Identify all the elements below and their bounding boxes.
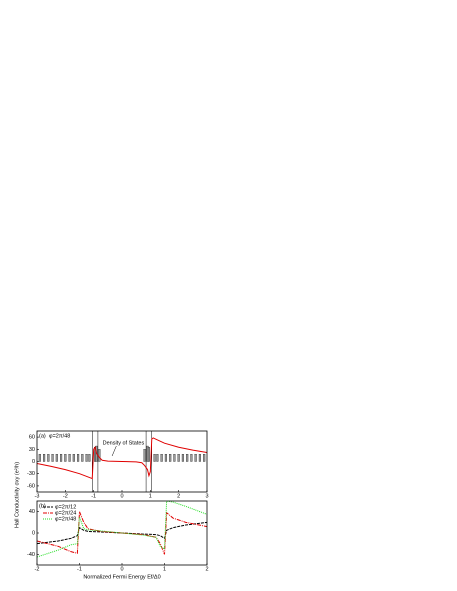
dos-bar: [72, 454, 75, 462]
y-axis-label: Hall Conductivity σxy (e²/h): [14, 462, 20, 528]
dos-bar: [173, 454, 176, 462]
dos-bar: [194, 454, 197, 462]
panel-label: (a): [39, 433, 46, 439]
dos-bar: [55, 454, 58, 462]
y-tick-label: 60: [29, 435, 35, 441]
dos-bar: [38, 454, 41, 462]
y-tick-label: -30: [27, 471, 35, 477]
series-line: [37, 501, 207, 558]
dos-bar: [190, 454, 193, 462]
dos-bar: [198, 454, 201, 462]
x-tick-label: 0: [120, 566, 123, 572]
dos-bar: [68, 454, 71, 462]
y-tick-label: 40: [29, 509, 35, 515]
dos-bar: [160, 454, 163, 462]
annotation: Density of States: [103, 440, 145, 446]
y-tick-label: 30: [29, 447, 35, 453]
y-tick-label: 0: [32, 459, 35, 465]
legend-label: φ=2π/48: [55, 516, 76, 522]
dos-bar: [169, 454, 172, 462]
dos-bar: [64, 454, 67, 462]
dos-bar: [164, 454, 167, 462]
x-tick-label: 2: [205, 566, 208, 572]
series-line: [37, 437, 207, 480]
x-tick-label: -1: [77, 566, 82, 572]
y-tick-label: -40: [27, 552, 35, 558]
series-line: [37, 511, 207, 555]
dos-bar: [81, 454, 84, 462]
dos-bar: [77, 454, 80, 462]
dos-bar: [98, 449, 101, 462]
x-tick-label: -2: [63, 493, 68, 499]
dos-bar: [181, 454, 184, 462]
annotation-arrow: [111, 445, 117, 457]
plot-area: [37, 501, 207, 558]
legend-label: φ=2π/24: [55, 510, 76, 516]
x-tick-label: 0: [120, 493, 123, 499]
x-tick-label: 1: [163, 566, 166, 572]
dos-bar: [47, 454, 50, 462]
dos-bar: [147, 447, 150, 462]
x-tick-label: 1: [149, 493, 152, 499]
dos-bar: [85, 454, 88, 462]
dos-bar: [203, 454, 206, 462]
legend-label: φ=2π/12: [55, 504, 76, 510]
dos-bar: [51, 454, 54, 462]
dos-bar: [156, 454, 159, 462]
dos-bar: [153, 454, 156, 462]
panel-label: (b): [39, 503, 46, 509]
dos-bar: [88, 454, 91, 462]
x-tick-label: -1: [91, 493, 96, 499]
y-tick-label: 0: [32, 530, 35, 536]
x-tick-label: -2: [35, 566, 40, 572]
x-axis-label: Normalized Fermi Energy Ef/Δ0: [83, 574, 160, 580]
x-tick-label: 3: [205, 493, 208, 499]
panel-subtitle: φ=2π/48: [49, 433, 70, 439]
plot-area: [37, 431, 207, 492]
y-tick-label: -60: [27, 483, 35, 489]
dos-bar: [186, 454, 189, 462]
dos-bar: [143, 449, 146, 462]
dos-bar: [177, 454, 180, 462]
dos-bar: [60, 454, 63, 462]
x-tick-label: -3: [35, 493, 40, 499]
x-tick-label: 2: [177, 493, 180, 499]
dos-bar: [43, 454, 46, 462]
